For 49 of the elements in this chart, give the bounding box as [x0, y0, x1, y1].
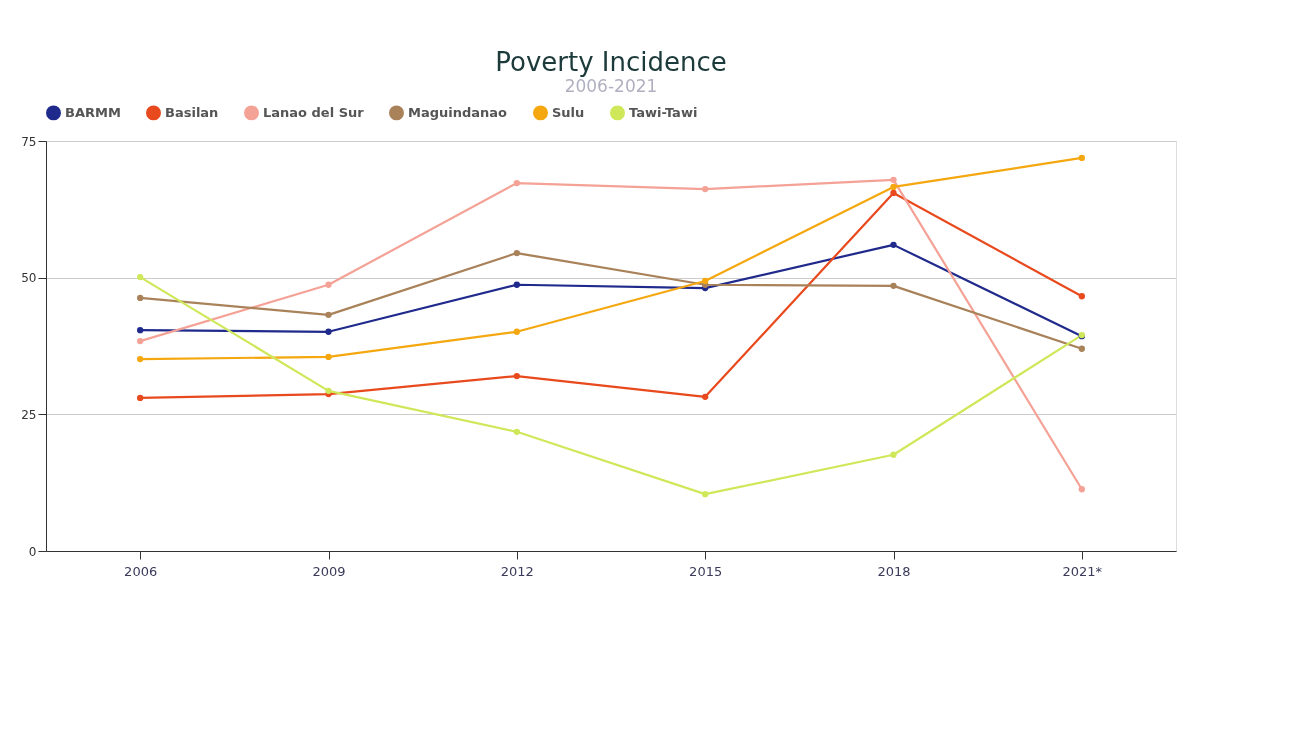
x-tick-label: 2012 — [500, 563, 534, 579]
point — [513, 328, 520, 335]
point — [890, 189, 897, 197]
point — [702, 185, 709, 193]
point — [513, 428, 520, 435]
point — [137, 326, 144, 334]
legend-label: BARMM — [65, 104, 121, 120]
x-tick-label: 2018 — [877, 563, 911, 579]
point — [1078, 293, 1085, 300]
point — [137, 273, 144, 281]
point — [1078, 345, 1085, 352]
point — [325, 281, 332, 288]
point — [513, 281, 520, 288]
x-tick-label: 2015 — [689, 563, 723, 579]
point — [325, 311, 332, 318]
point — [1078, 154, 1085, 162]
point — [137, 294, 144, 302]
x-tick-label: 2006 — [124, 563, 158, 579]
point — [137, 355, 144, 363]
point — [890, 183, 897, 191]
point — [702, 277, 709, 285]
point — [890, 176, 897, 183]
chart-title: Poverty Incidence — [495, 47, 727, 77]
point — [890, 282, 897, 290]
x-tick-label: 2021* — [1062, 563, 1103, 579]
point — [702, 393, 709, 400]
point — [890, 451, 897, 458]
legend-label: Sulu — [552, 104, 585, 120]
point — [513, 372, 520, 380]
point — [325, 387, 332, 394]
point — [325, 353, 332, 361]
y-tick-label: 75 — [21, 134, 37, 149]
chart-subtitle: 2006-2021 — [564, 76, 658, 96]
point — [1078, 486, 1085, 493]
point — [137, 337, 144, 345]
point — [325, 328, 332, 335]
y-tick-label: 0 — [28, 544, 37, 559]
legend-label: Basilan — [165, 104, 219, 120]
y-tick-label: 50 — [21, 271, 37, 286]
point — [137, 394, 144, 402]
legend-label: Tawi-Tawi — [629, 104, 698, 120]
x-tick-label: 2009 — [312, 563, 346, 579]
legend-label: Lanao del Sur — [263, 104, 365, 120]
y-tick-label: 25 — [21, 407, 37, 422]
point — [513, 179, 520, 187]
point — [513, 249, 520, 257]
point — [890, 241, 897, 249]
point — [702, 490, 709, 498]
legend-label: Maguindanao — [408, 104, 508, 120]
